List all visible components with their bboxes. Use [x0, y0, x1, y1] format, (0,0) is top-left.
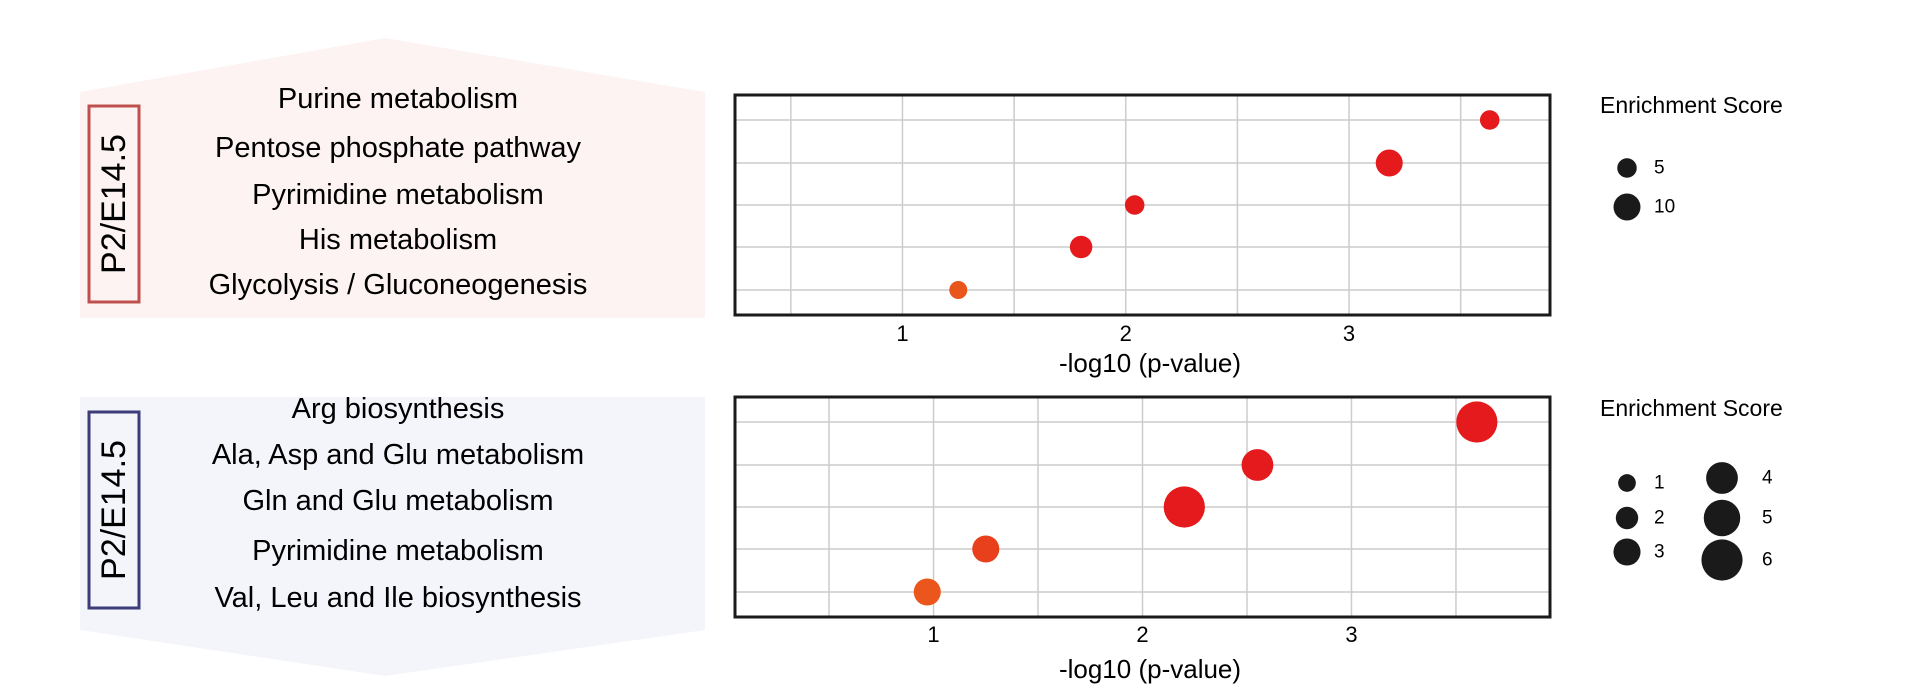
panel-1-plot: 1 2 3 — [733, 93, 1552, 346]
panel-1-legend-label: 5 — [1654, 158, 1665, 179]
panel-1-data-point — [1069, 235, 1093, 259]
panel-1-category-labels: Purine metabolism Pentose phosphate pathw… — [209, 83, 588, 301]
panel-2-plot: 1 2 3 — [733, 395, 1552, 647]
panel-1-x-tick-label: 1 — [896, 321, 908, 346]
panel-1-legend-marker — [1617, 158, 1637, 178]
panel-2-data-point — [913, 578, 941, 606]
panel-2-x-axis-label: -log10 (p-value) — [1059, 654, 1241, 684]
panel-2-legend-label: 6 — [1762, 550, 1773, 571]
panel-2-x-tick-label: 2 — [1136, 622, 1148, 647]
panel-2-legend-label: 1 — [1654, 473, 1665, 494]
panel-2-legend: 1 2 3 4 5 6 — [1613, 462, 1773, 581]
panel-1-group-label: P2/E14.5 — [95, 134, 133, 274]
panel-1-legend-title: Enrichment Score — [1600, 92, 1783, 118]
panel-2-category-label: Gln and Glu metabolism — [242, 485, 553, 517]
panel-1-x-tick-label: 3 — [1343, 321, 1355, 346]
panel-1: P2/E14.5 Purine metabolism Pentose phosph… — [80, 38, 1783, 378]
panel-1-background — [80, 38, 705, 318]
panel-2-data-point — [1456, 401, 1498, 443]
panel-2-legend-label: 4 — [1762, 468, 1773, 489]
panel-1-category-label: Pyrimidine metabolism — [252, 179, 544, 211]
panel-1-legend-marker — [1613, 193, 1641, 221]
panel-2-category-label: Ala, Asp and Glu metabolism — [212, 439, 584, 471]
panel-2-category-label: Arg biosynthesis — [292, 393, 505, 425]
panel-2-group-box — [87, 410, 141, 610]
panel-1-legend: 5 10 — [1613, 158, 1675, 221]
panel-2-legend-label: 5 — [1762, 508, 1773, 529]
panel-1-plot-border — [733, 93, 1552, 317]
panel-2-legend-marker — [1703, 499, 1741, 537]
panel-1-data-point — [1124, 195, 1145, 215]
panel-2-legend-marker — [1618, 474, 1636, 492]
panel-2-category-label: Pyrimidine metabolism — [252, 535, 544, 567]
panel-2-data-point — [972, 535, 1000, 563]
panel-2-legend-marker — [1701, 539, 1743, 581]
panel-1-legend-label: 10 — [1654, 197, 1675, 218]
panel-1-group-box — [87, 104, 141, 304]
panel-1-category-label: Glycolysis / Gluconeogenesis — [209, 269, 588, 301]
panel-2-data-point — [1241, 449, 1274, 481]
panel-2-plot-border — [733, 395, 1552, 619]
panel-2-legend-label: 3 — [1654, 542, 1665, 563]
panel-2-legend-marker — [1615, 506, 1639, 530]
panel-1-data-point — [1375, 149, 1403, 177]
panel-1-category-label: His metabolism — [299, 224, 497, 256]
panel-2-category-labels: Arg biosynthesis Ala, Asp and Glu metabol… — [212, 393, 584, 614]
panel-1-x-tick-label: 2 — [1120, 321, 1132, 346]
panel-1-category-label: Purine metabolism — [278, 83, 518, 115]
panel-2-legend-label: 2 — [1654, 508, 1665, 529]
panel-1-x-axis-label: -log10 (p-value) — [1059, 348, 1241, 378]
panel-1-data-point — [949, 281, 968, 299]
panel-2-x-tick-label: 1 — [927, 622, 939, 647]
panel-2-data-point — [1163, 486, 1205, 528]
panel-2-group-label: P2/E14.5 — [95, 440, 133, 580]
panel-2: P2/E14.5 Arg biosynthesis Ala, Asp and Gl… — [80, 393, 1783, 684]
panel-2-legend-title: Enrichment Score — [1600, 395, 1783, 421]
panel-1-category-label: Pentose phosphate pathway — [215, 132, 581, 164]
panel-2-legend-marker — [1706, 462, 1738, 494]
panel-2-category-label: Val, Leu and Ile biosynthesis — [214, 582, 581, 614]
panel-2-background — [80, 397, 705, 676]
panel-1-data-point — [1479, 110, 1500, 130]
panel-2-legend-marker — [1613, 538, 1641, 566]
panel-2-x-tick-label: 3 — [1345, 622, 1357, 647]
